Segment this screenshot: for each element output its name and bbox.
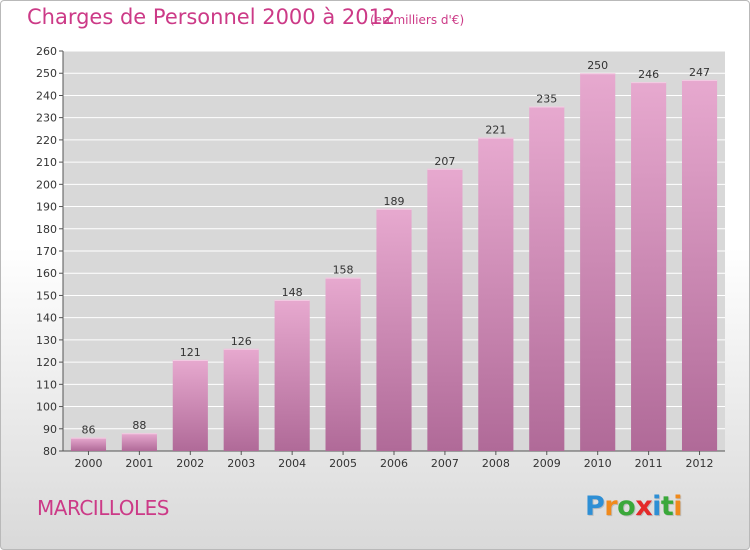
y-tick-label: 180 xyxy=(36,223,57,236)
y-tick-label: 160 xyxy=(36,267,57,280)
y-tick-label: 140 xyxy=(36,312,57,325)
bar-value-label: 189 xyxy=(384,195,405,208)
bar-value-label: 158 xyxy=(333,264,354,277)
bar-value-label: 235 xyxy=(536,93,557,106)
y-tick-label: 100 xyxy=(36,401,57,414)
x-tick-label: 2009 xyxy=(533,457,561,470)
bar-value-label: 86 xyxy=(81,424,95,437)
bar xyxy=(223,348,259,451)
bar-value-label: 246 xyxy=(638,68,659,81)
bar xyxy=(478,137,514,451)
x-tick-label: 2006 xyxy=(380,457,408,470)
bar-value-label: 88 xyxy=(132,419,146,432)
x-tick-label: 2007 xyxy=(431,457,459,470)
bar-value-label: 207 xyxy=(434,155,455,168)
bar xyxy=(121,433,157,451)
y-tick-label: 80 xyxy=(43,445,57,458)
y-tick-label: 120 xyxy=(36,356,57,369)
y-tick-label: 150 xyxy=(36,289,57,302)
bar-value-label: 250 xyxy=(587,59,608,72)
logo-letter: i xyxy=(673,491,683,522)
logo-letter: i xyxy=(652,491,661,522)
proxiti-logo[interactable]: Proxiti xyxy=(585,491,683,522)
commune-name: MARCILLOLES xyxy=(37,496,170,520)
logo-letter: P xyxy=(585,491,605,522)
bar xyxy=(376,208,412,451)
x-tick-label: 2001 xyxy=(125,457,153,470)
bar xyxy=(631,82,667,451)
chart-title: Charges de Personnel 2000 à 2012 xyxy=(27,5,396,29)
bar xyxy=(172,359,208,451)
y-tick-label: 220 xyxy=(36,134,57,147)
logo-letter: x xyxy=(635,491,653,522)
x-tick-label: 2002 xyxy=(176,457,204,470)
x-tick-label: 2005 xyxy=(329,457,357,470)
bar-value-label: 121 xyxy=(180,346,201,359)
x-tick-label: 2012 xyxy=(686,457,714,470)
bar-value-label: 126 xyxy=(231,335,252,348)
bar xyxy=(427,168,463,451)
y-tick-label: 170 xyxy=(36,245,57,258)
y-tick-label: 200 xyxy=(36,178,57,191)
bar xyxy=(681,79,718,451)
y-tick-label: 90 xyxy=(43,423,57,436)
y-tick-label: 130 xyxy=(36,334,57,347)
bar xyxy=(70,437,107,451)
y-tick-label: 260 xyxy=(36,45,57,58)
logo-letter: o xyxy=(617,491,636,522)
x-tick-label: 2000 xyxy=(74,457,102,470)
labels: 80 90 100 110 120 130 140 150 160 170 180 190 200 210… xyxy=(36,45,714,470)
bar-value-label: 221 xyxy=(485,124,506,137)
x-tick-label: 2010 xyxy=(584,457,612,470)
logo-letter: r xyxy=(604,491,618,522)
chart-subtitle: (en milliers d'€) xyxy=(370,13,465,27)
y-tick-label: 110 xyxy=(36,378,57,391)
y-tick-label: 240 xyxy=(36,89,57,102)
bar xyxy=(580,73,616,451)
x-tick-label: 2003 xyxy=(227,457,255,470)
x-tick-label: 2011 xyxy=(635,457,663,470)
y-tick-label: 230 xyxy=(36,112,57,125)
y-tick-label: 250 xyxy=(36,67,57,80)
x-tick-label: 2008 xyxy=(482,457,510,470)
x-tick-label: 2004 xyxy=(278,457,306,470)
y-tick-label: 210 xyxy=(36,156,57,169)
y-tick-label: 190 xyxy=(36,201,57,214)
logo-letter: t xyxy=(660,491,674,522)
bar xyxy=(325,277,361,451)
bar xyxy=(529,106,565,452)
bar-value-label: 148 xyxy=(282,286,303,299)
bars xyxy=(70,73,718,452)
bar xyxy=(274,299,310,451)
bar-value-label: 247 xyxy=(689,66,710,79)
